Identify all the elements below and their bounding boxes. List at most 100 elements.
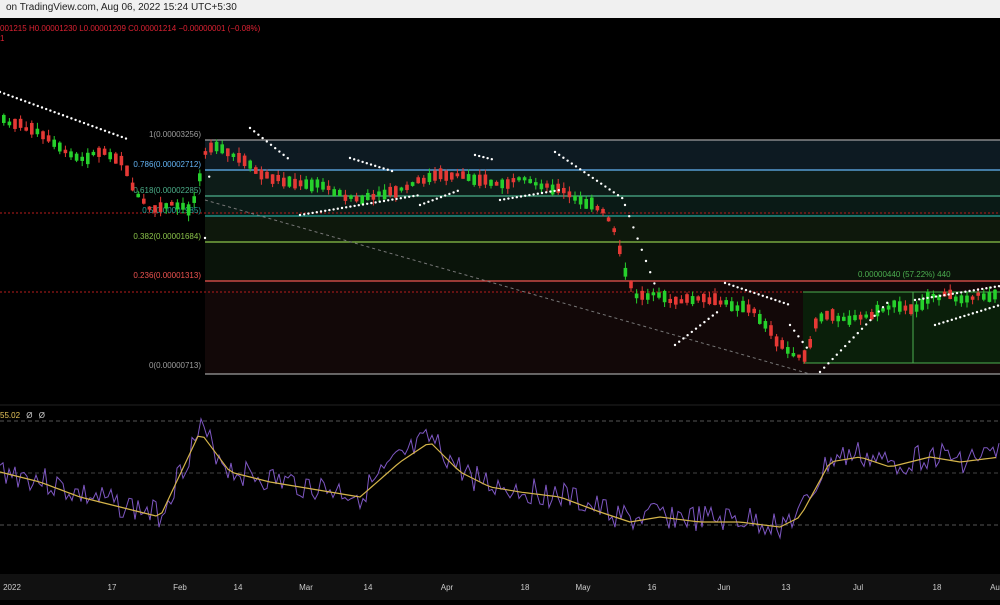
candle-body [7, 121, 12, 126]
candle-body [259, 169, 264, 180]
chart-area[interactable]: 0.00000440 (57.22%) 440 1(0.00003256) 0.7… [0, 18, 1000, 574]
time-axis-label-3: 14 [234, 583, 243, 592]
time-axis-label-8: May [575, 583, 590, 592]
sar-dot [399, 197, 402, 200]
rsi-extra-1: Ø [26, 411, 33, 420]
sar-dot [357, 159, 360, 162]
sar-dot [370, 201, 373, 205]
candle-body [836, 315, 840, 322]
candle-body [242, 155, 247, 167]
trend-line[interactable] [204, 199, 811, 375]
candle-body [181, 202, 185, 210]
sar-dot [797, 335, 800, 338]
candle-body [377, 191, 381, 196]
sar-dot [53, 110, 56, 114]
sar-dot [439, 195, 443, 199]
candle-body [13, 118, 17, 129]
sar-dot [818, 370, 822, 374]
sar-dot [930, 296, 933, 299]
sar-dot [951, 292, 954, 295]
candle-body [830, 309, 835, 321]
sar-dot [382, 167, 385, 170]
sar-dot [959, 316, 962, 319]
sar-dot [0, 90, 2, 94]
candle-body [662, 290, 667, 303]
sar-dot [203, 236, 207, 240]
sar-dot [939, 294, 942, 298]
candle-body [147, 206, 152, 210]
time-axis-label-11: 13 [782, 583, 791, 592]
sar-dot [788, 323, 792, 327]
sar-dot [374, 164, 377, 168]
candle-body [282, 177, 286, 187]
rsi-extra-2: Ø [38, 411, 45, 420]
sar-dot [636, 237, 639, 240]
candle-body [769, 325, 773, 336]
candle-body [69, 151, 73, 158]
candle-body [993, 289, 997, 300]
fib-labels: 1(0.00003256) 0.786(0.00002712) 0.618(0.00… [133, 130, 201, 370]
sar-dot [36, 104, 39, 108]
sar-dot [357, 204, 360, 207]
candle-body [730, 301, 734, 312]
sar-dot [82, 121, 86, 125]
candle-body [903, 305, 908, 311]
sar-dot [24, 100, 27, 103]
sar-dot [873, 314, 876, 318]
candle-body [360, 195, 364, 205]
sar-dot [427, 200, 430, 204]
candle-body [186, 204, 191, 216]
sar-dot [770, 297, 773, 300]
sar-dot [78, 120, 82, 123]
sar-dot [715, 311, 719, 314]
sar-dot [686, 334, 689, 337]
time-axis-label-4: Mar [299, 583, 313, 592]
candle-body [366, 192, 370, 201]
candle-body [63, 149, 68, 154]
candle-body [724, 300, 728, 305]
sar-dot [448, 192, 451, 196]
candle-body [170, 201, 174, 206]
candle-body [556, 183, 560, 193]
candle-body [892, 300, 896, 308]
candle-body [696, 296, 700, 301]
sar-dot [412, 194, 415, 198]
sar-dot [993, 285, 996, 289]
candle-body [422, 177, 426, 184]
candle-body [108, 152, 112, 160]
sar-dot [786, 303, 790, 306]
time-axis-label-6: Apr [441, 583, 454, 592]
sar-dot [99, 128, 103, 131]
sar-dot [435, 197, 438, 200]
candle-body [707, 297, 712, 304]
candle-body [567, 191, 572, 198]
candle-body [472, 174, 476, 185]
sar-dot [545, 191, 548, 194]
candle-body [119, 155, 124, 166]
candle-body [102, 148, 107, 155]
sar-dot [761, 294, 764, 297]
candle-body [601, 208, 605, 214]
candle-body [870, 311, 874, 320]
candle-body [780, 340, 784, 349]
candle-body [483, 174, 488, 185]
candle-body [394, 186, 398, 198]
price-chart-svg[interactable]: 0.00000440 (57.22%) 440 1(0.00003256) 0.7… [0, 18, 1000, 574]
candle-body [982, 293, 986, 300]
sar-dot [332, 208, 335, 211]
sar-dot [286, 157, 289, 160]
rsi-legend[interactable]: 55.02 Ø Ø [0, 411, 45, 420]
sar-dot [860, 327, 864, 330]
sar-dot [103, 129, 107, 132]
sar-dot [934, 295, 938, 298]
candle-body [690, 296, 695, 305]
sar-dot [120, 135, 124, 139]
sar-dot [28, 101, 31, 105]
candle-body [46, 135, 51, 142]
candle-body [125, 165, 129, 177]
rsi-line [0, 416, 1000, 540]
candle-body [214, 141, 219, 152]
fib-zone-4 [205, 216, 1000, 242]
sar-dot [416, 194, 419, 197]
time-axis[interactable]: 2022 17 Feb 14 Mar 14 Apr 18 May 16 Jun 13 Jul 18 Au [0, 574, 1000, 600]
